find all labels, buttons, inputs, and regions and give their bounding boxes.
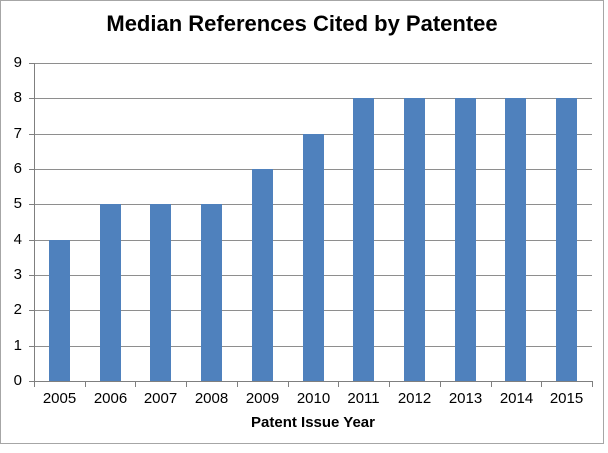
y-tick	[29, 345, 34, 347]
y-tick	[29, 275, 34, 276]
y-tick-label: 1	[13, 337, 22, 354]
y-tick-label: 7	[13, 125, 22, 142]
bar	[404, 98, 425, 381]
x-tick-label: 2007	[143, 390, 178, 407]
y-tick-label: 8	[13, 89, 22, 106]
x-tick	[389, 382, 390, 387]
y-tick	[29, 204, 34, 206]
chart-title: Median References Cited by Patentee	[106, 11, 498, 36]
plot-area: 0 1 2 3 4 5 6 7 8 9 2005 2006 2007 2008 2009 2010 2011 20…	[1, 1, 603, 443]
bar	[201, 204, 222, 381]
x-axis-title: Patent Issue Year	[251, 414, 375, 431]
y-tick	[29, 169, 34, 170]
bar	[252, 169, 273, 381]
x-tick-label: 2008	[194, 390, 229, 407]
y-tick	[29, 133, 34, 135]
bar	[505, 98, 526, 381]
x-tick	[237, 382, 238, 387]
x-tick	[85, 382, 86, 387]
x-tick-label: 2010	[296, 390, 331, 407]
y-tick-label: 5	[13, 195, 22, 212]
y-tick-label: 3	[13, 266, 22, 283]
y-tick-label: 4	[13, 231, 22, 248]
bar	[455, 98, 476, 381]
x-tick	[34, 382, 35, 387]
x-tick	[186, 382, 187, 387]
y-tick	[29, 63, 34, 64]
y-axis-line	[34, 63, 35, 382]
x-tick-label: 2012	[397, 390, 432, 407]
x-axis-line	[34, 381, 593, 382]
x-tick-label: 2014	[499, 390, 534, 407]
x-tick	[592, 382, 593, 387]
x-tick	[440, 382, 441, 387]
x-tick-label: 2006	[93, 390, 128, 407]
y-tick	[29, 98, 34, 100]
bar	[49, 240, 70, 381]
y-tick-label: 2	[13, 301, 22, 318]
bar	[556, 98, 577, 381]
gridline	[34, 98, 592, 100]
x-tick	[491, 382, 492, 387]
x-tick	[338, 382, 339, 387]
x-tick-label: 2009	[245, 390, 280, 407]
y-tick	[29, 310, 34, 312]
chart-frame: Median References Cited by Patentee 0 1 2 3…	[0, 0, 604, 444]
y-tick-label: 0	[13, 372, 22, 389]
x-tick-label: 2005	[42, 390, 77, 407]
x-tick-label: 2011	[347, 390, 380, 407]
bar	[303, 134, 324, 381]
y-tick-label: 6	[13, 160, 22, 177]
bar	[100, 204, 121, 381]
gridline	[34, 63, 592, 64]
y-tick	[29, 239, 34, 241]
x-tick-label: 2015	[549, 390, 584, 407]
bar	[353, 98, 374, 381]
x-tick	[135, 382, 136, 387]
y-tick-label: 9	[13, 54, 22, 71]
x-tick	[288, 382, 289, 387]
y-tick	[29, 381, 34, 382]
x-tick-label: 2013	[448, 390, 483, 407]
bar	[150, 204, 171, 381]
x-tick	[541, 382, 542, 387]
